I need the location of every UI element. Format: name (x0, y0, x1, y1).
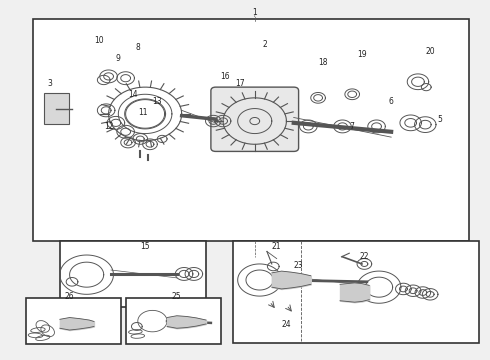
Text: 20: 20 (425, 47, 435, 56)
Text: 14: 14 (128, 90, 138, 99)
FancyBboxPatch shape (211, 87, 298, 152)
Text: 16: 16 (220, 72, 230, 81)
Text: 7: 7 (350, 122, 355, 131)
Text: 3: 3 (48, 79, 52, 88)
Text: 9: 9 (116, 54, 121, 63)
Text: 15: 15 (140, 242, 150, 251)
Text: 24: 24 (282, 320, 291, 329)
Text: 11: 11 (138, 108, 147, 117)
Text: 10: 10 (94, 36, 104, 45)
Text: 1: 1 (252, 8, 257, 17)
Text: 18: 18 (318, 58, 328, 67)
Text: 25: 25 (172, 292, 182, 301)
Text: 22: 22 (360, 252, 369, 261)
FancyBboxPatch shape (125, 298, 220, 344)
Text: 12: 12 (104, 122, 113, 131)
FancyBboxPatch shape (44, 93, 69, 124)
Text: 2: 2 (262, 40, 267, 49)
Text: 17: 17 (235, 79, 245, 88)
Text: 19: 19 (357, 50, 367, 59)
FancyBboxPatch shape (233, 241, 479, 342)
FancyBboxPatch shape (26, 298, 121, 344)
Text: 6: 6 (389, 97, 393, 106)
Text: 13: 13 (152, 97, 162, 106)
Text: 26: 26 (65, 292, 74, 301)
FancyBboxPatch shape (33, 19, 469, 241)
Text: 23: 23 (294, 261, 303, 270)
Text: 8: 8 (135, 43, 140, 52)
FancyBboxPatch shape (60, 241, 206, 307)
Text: 21: 21 (272, 242, 281, 251)
Text: 5: 5 (438, 115, 442, 124)
